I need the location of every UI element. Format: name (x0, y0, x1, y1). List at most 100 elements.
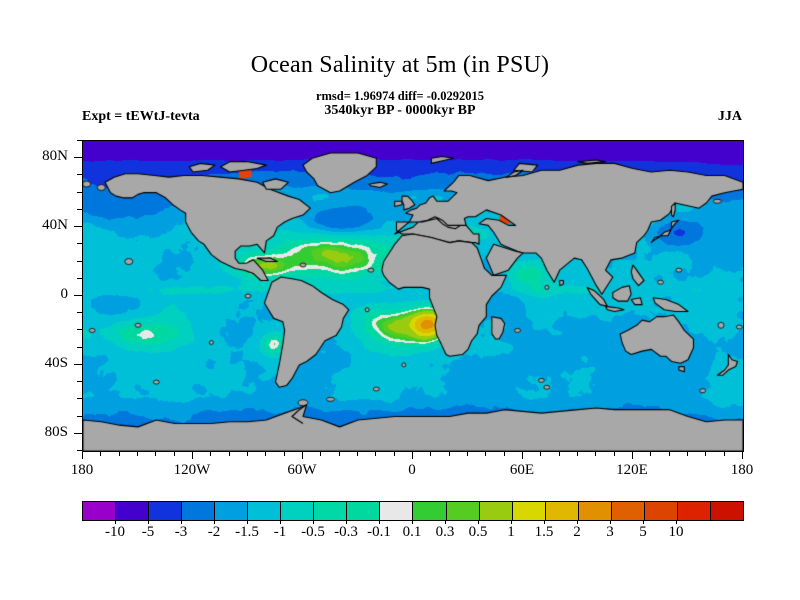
colorbar-tick-label: 0.5 (468, 524, 488, 540)
time-period-label: 3540kyr BP - 0000kyr BP (324, 103, 476, 118)
y-axis-tick (74, 226, 82, 227)
x-axis-tick (229, 451, 230, 456)
x-axis-tick (577, 451, 578, 456)
colorbar-cell (347, 502, 381, 520)
y-axis-tick (77, 140, 82, 141)
x-axis-tick (595, 451, 596, 456)
colorbar-cell (611, 502, 645, 520)
x-axis-tick (705, 451, 706, 456)
x-axis-label: 120W (173, 462, 211, 478)
colorbar-labels: -10 -5 -3 -2 -1.5 -1 -0.5 -0.3 -0.1 0.1 0.3 0.5 1 1.5… (82, 524, 742, 546)
x-axis-tick (265, 451, 266, 456)
page-title: Ocean Salinity at 5m (in PSU) (250, 52, 550, 78)
x-axis-tick (632, 451, 633, 459)
colorbar-cell (182, 502, 216, 520)
colorbar-tick-label: 0.3 (435, 524, 455, 540)
colorbar-tick (478, 520, 479, 524)
x-axis-tick (357, 451, 358, 456)
colorbar-tick-label: -1.5 (235, 524, 259, 540)
colorbar-cell (710, 502, 743, 520)
x-axis-tick (320, 451, 321, 456)
colorbar-tick (181, 520, 182, 524)
colorbar-tick-label: -3 (174, 524, 188, 540)
x-axis-tick (192, 451, 193, 459)
statistics-line: rmsd= 1.96974 diff= -0.0292015 (315, 89, 485, 103)
y-axis-tick (74, 433, 82, 434)
colorbar-cell (215, 502, 249, 520)
x-axis-tick (210, 451, 211, 456)
x-axis-label: 180 (70, 462, 94, 478)
colorbar-tick (577, 520, 578, 524)
x-axis-tick (82, 451, 83, 459)
colorbar-tick (313, 520, 314, 524)
colorbar-cell (446, 502, 480, 520)
y-axis-tick (77, 278, 82, 279)
colorbar-tick (115, 520, 116, 524)
x-axis-label: 120E (616, 462, 648, 478)
x-axis-label: 180 (730, 462, 754, 478)
colorbar-tick (676, 520, 677, 524)
x-axis-tick (247, 451, 248, 456)
y-axis-tick (74, 295, 82, 296)
colorbar-cell (248, 502, 282, 520)
x-axis-tick (504, 451, 505, 456)
season-label: JJA (717, 109, 742, 124)
y-axis-tick (74, 364, 82, 365)
x-axis-tick (394, 451, 395, 456)
x-axis-tick (449, 451, 450, 456)
colorbar-cell (116, 502, 150, 520)
x-axis-tick (375, 451, 376, 456)
x-axis-label: 0 (408, 462, 416, 478)
x-axis-tick (155, 451, 156, 456)
y-axis-label: 80N (42, 148, 68, 164)
x-axis-tick (724, 451, 725, 456)
y-axis-label: 0 (60, 286, 69, 302)
colorbar-cell (578, 502, 612, 520)
x-axis-label: 60E (509, 462, 535, 478)
colorbar-tick (445, 520, 446, 524)
colorbar-cell (380, 502, 414, 520)
colorbar-tick-label: 0.1 (402, 524, 422, 540)
y-axis-tick (74, 157, 82, 158)
colorbar-cell (83, 502, 117, 520)
x-axis-tick (540, 451, 541, 456)
x-axis-tick (174, 451, 175, 456)
colorbar-cell (512, 502, 546, 520)
colorbar-tick (379, 520, 380, 524)
colorbar-tick-label: -1 (273, 524, 287, 540)
x-axis-tick (100, 451, 101, 456)
x-axis-tick (467, 451, 468, 456)
y-axis-tick (77, 416, 82, 417)
x-axis-tick (119, 451, 120, 456)
colorbar (82, 501, 744, 521)
colorbar-cell (413, 502, 447, 520)
colorbar-tick-label: -0.5 (301, 524, 325, 540)
colorbar-tick-label: -0.1 (367, 524, 391, 540)
y-axis-tick (77, 261, 82, 262)
x-axis-tick (614, 451, 615, 456)
colorbar-cell (545, 502, 579, 520)
colorbar-tick-label: -0.3 (334, 524, 358, 540)
x-axis-tick (559, 451, 560, 456)
colorbar-tick (247, 520, 248, 524)
x-axis-tick (485, 451, 486, 456)
y-axis-tick (77, 347, 82, 348)
x-axis-tick (669, 451, 670, 456)
colorbar-cell (314, 502, 348, 520)
colorbar-cell (149, 502, 183, 520)
y-axis-tick (77, 174, 82, 175)
colorbar-tick-label: -5 (141, 524, 155, 540)
y-axis-tick (77, 450, 82, 451)
y-axis-tick (77, 243, 82, 244)
colorbar-tick-label: -2 (207, 524, 221, 540)
y-axis-label: 80S (44, 424, 68, 440)
x-axis-tick (742, 451, 743, 459)
y-axis-tick (77, 398, 82, 399)
y-axis-tick (77, 381, 82, 382)
colorbar-tick (610, 520, 611, 524)
colorbar-cell (479, 502, 513, 520)
colorbar-tick-label: 2 (573, 524, 581, 540)
x-axis-tick (430, 451, 431, 456)
x-axis-tick (522, 451, 523, 459)
y-axis-tick (77, 329, 82, 330)
